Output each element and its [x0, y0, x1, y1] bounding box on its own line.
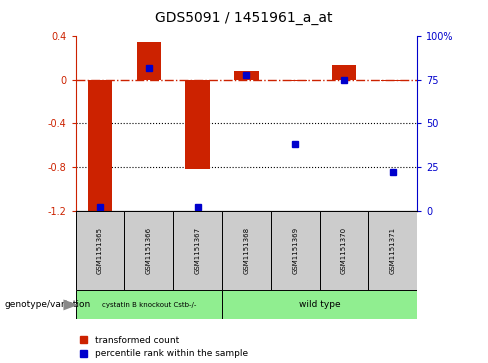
Text: GSM1151368: GSM1151368 [244, 227, 249, 274]
Polygon shape [63, 299, 78, 310]
FancyBboxPatch shape [173, 211, 222, 290]
Text: genotype/variation: genotype/variation [5, 301, 91, 309]
FancyBboxPatch shape [76, 211, 124, 290]
Bar [137, 42, 161, 80]
FancyBboxPatch shape [76, 290, 222, 319]
FancyBboxPatch shape [320, 211, 368, 290]
Text: GSM1151365: GSM1151365 [97, 227, 103, 274]
Bar [88, 80, 112, 218]
Bar [283, 80, 307, 81]
Bar [381, 80, 405, 81]
Text: GSM1151366: GSM1151366 [146, 227, 152, 274]
FancyBboxPatch shape [271, 211, 320, 290]
FancyBboxPatch shape [222, 290, 417, 319]
Text: GDS5091 / 1451961_a_at: GDS5091 / 1451961_a_at [155, 11, 333, 25]
Text: GSM1151367: GSM1151367 [195, 227, 201, 274]
Text: wild type: wild type [299, 301, 341, 309]
Bar [234, 71, 259, 80]
FancyBboxPatch shape [368, 211, 417, 290]
Legend: transformed count, percentile rank within the sample: transformed count, percentile rank withi… [80, 336, 248, 359]
Text: GSM1151371: GSM1151371 [390, 227, 396, 274]
Text: GSM1151370: GSM1151370 [341, 227, 347, 274]
Text: GSM1151369: GSM1151369 [292, 227, 298, 274]
FancyBboxPatch shape [124, 211, 173, 290]
Bar [185, 80, 210, 169]
Bar [332, 65, 356, 80]
Text: cystatin B knockout Cstb-/-: cystatin B knockout Cstb-/- [102, 302, 196, 308]
FancyBboxPatch shape [222, 211, 271, 290]
